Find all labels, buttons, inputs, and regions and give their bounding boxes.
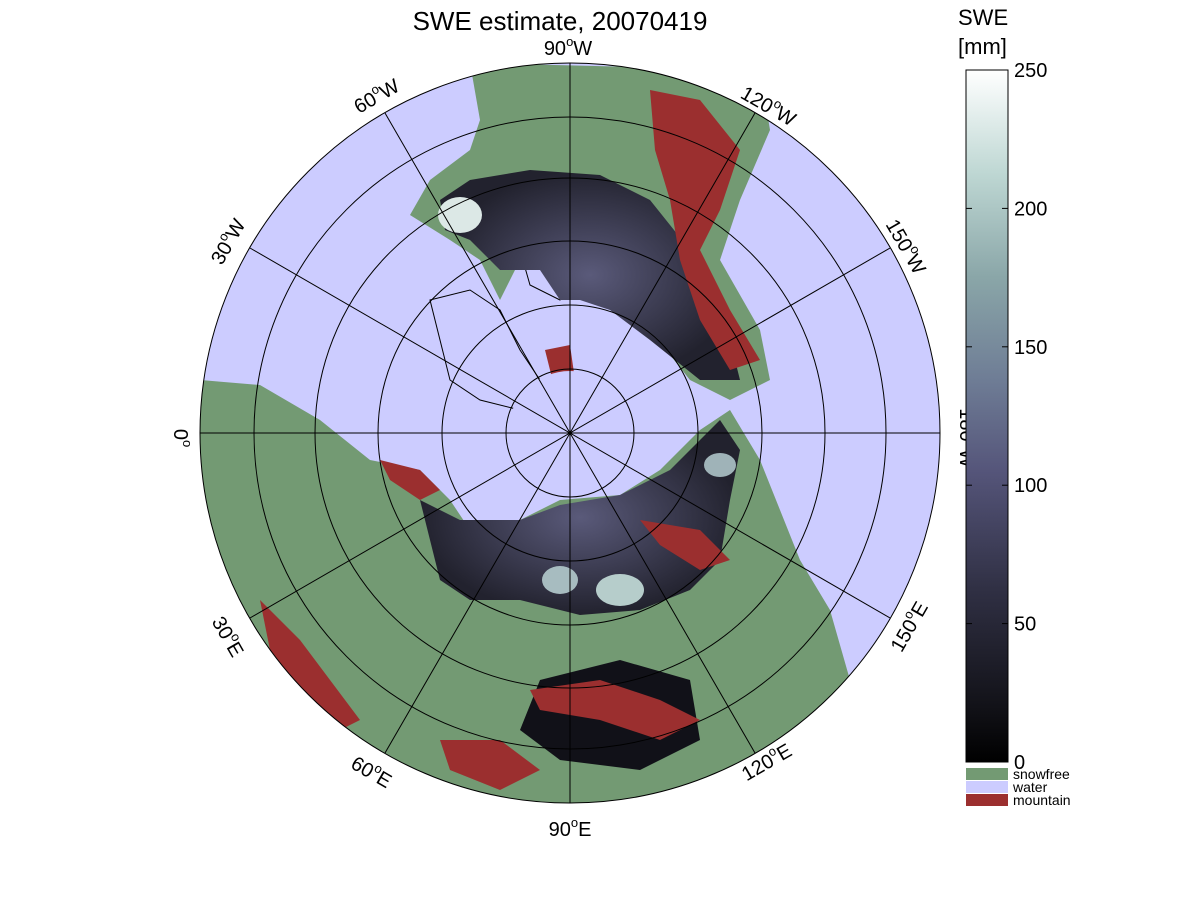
longitude-label: 0o <box>169 429 195 447</box>
colorbar-label-swe: SWE <box>958 5 1008 30</box>
colorbar-tick-label: 100 <box>1014 475 1047 497</box>
land-layer <box>200 63 850 803</box>
longitude-label: 90oE <box>549 815 592 841</box>
category-label-water: water <box>1012 779 1048 795</box>
colorbar-tick-label: 50 <box>1014 614 1036 636</box>
longitude-label: 90oW <box>544 34 592 60</box>
colorbar-gradient <box>965 69 1009 763</box>
map-title: SWE estimate, 20070419 <box>413 6 708 36</box>
colorbar-tick-label: 0 <box>1014 752 1025 774</box>
longitude-label: 30oE <box>207 611 251 661</box>
deep-snow-spot <box>542 566 578 594</box>
deep-snow-spot <box>596 574 644 606</box>
colorbar-tick-label: 250 <box>1014 60 1047 82</box>
deep-snow-spot <box>704 453 736 477</box>
category-swatch-mountain <box>966 794 1008 806</box>
graticule <box>199 62 941 804</box>
colorbar-ticks: 0 50 100 150 200 250 <box>966 60 1047 774</box>
category-label-snowfree: snowfree <box>1013 766 1070 782</box>
snow-cover-north-america <box>440 170 740 380</box>
colorbar-tick-label: 150 <box>1014 337 1047 359</box>
colorbar: SWE [mm] 0 50 100 150 200 250 snowfreewatermo… <box>958 5 1071 808</box>
colorbar-label-unit: [mm] <box>958 34 1007 59</box>
category-swatch-snowfree <box>966 768 1008 780</box>
snow-cover-eurasia <box>420 420 740 615</box>
meridian-line <box>249 247 891 619</box>
mountain-regions <box>260 90 760 790</box>
category-label-mountain: mountain <box>1013 792 1071 808</box>
colorbar-tick-label: 200 <box>1014 198 1047 220</box>
polar-map <box>199 62 941 804</box>
category-swatch-water <box>966 781 1008 793</box>
